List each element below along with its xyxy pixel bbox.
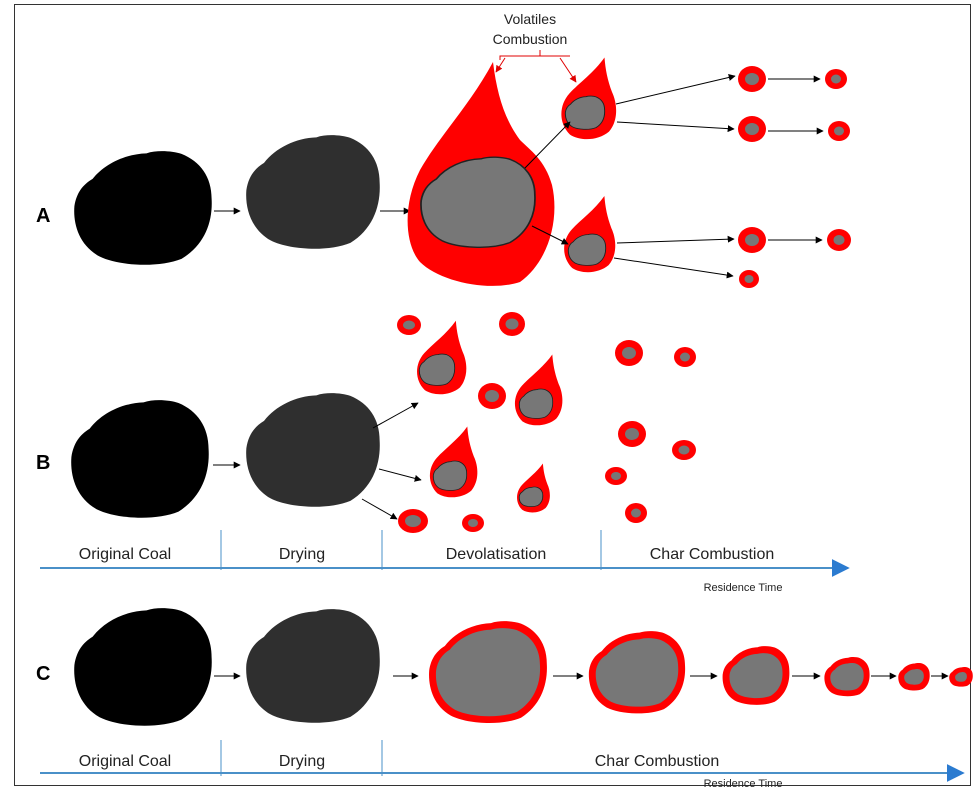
original-coal-particle-a bbox=[74, 151, 212, 265]
char-particles-a bbox=[738, 66, 851, 288]
annotation-combustion: Combustion bbox=[493, 31, 568, 47]
diagram-frame bbox=[14, 4, 971, 786]
stage-original-coal-b: Original Coal bbox=[79, 546, 171, 563]
arrow-a3 bbox=[524, 121, 571, 169]
dried-coal-particle-a bbox=[246, 135, 380, 249]
annotation-arrow-left bbox=[495, 57, 506, 73]
dried-coal-particle-c bbox=[246, 609, 380, 723]
row-label-b: B bbox=[36, 452, 50, 474]
row-label-c: C bbox=[36, 663, 50, 685]
char-particles-b bbox=[397, 312, 696, 533]
stage-original-coal-c: Original Coal bbox=[79, 753, 171, 770]
axis-label-c: Residence Time bbox=[704, 778, 783, 788]
stage-drying-b: Drying bbox=[279, 546, 325, 563]
dried-coal-particle-b bbox=[246, 393, 380, 507]
devolatilising-particles-b bbox=[417, 320, 563, 513]
axis-label-b: Residence Time bbox=[704, 582, 783, 594]
shrinking-char-particles-c bbox=[429, 621, 973, 724]
timeline-c bbox=[40, 740, 965, 782]
arrows-b-devol bbox=[361, 402, 422, 520]
arrow-a4 bbox=[531, 225, 569, 245]
annotation-bracket-left bbox=[499, 50, 541, 60]
original-coal-particle-c bbox=[74, 608, 212, 726]
stage-devolatisation-b: Devolatisation bbox=[446, 546, 547, 563]
arrows-a-char bbox=[613, 74, 824, 279]
timeline-b bbox=[40, 530, 850, 577]
row-label-a: A bbox=[36, 205, 50, 227]
annotation-volatiles: Volatiles bbox=[504, 11, 556, 27]
original-coal-particle-b bbox=[71, 400, 209, 518]
annotation-arrow-right bbox=[559, 57, 577, 83]
stage-char-combustion-b: Char Combustion bbox=[650, 546, 775, 563]
stage-char-combustion-c: Char Combustion bbox=[595, 753, 720, 770]
stage-drying-c: Drying bbox=[279, 753, 325, 770]
